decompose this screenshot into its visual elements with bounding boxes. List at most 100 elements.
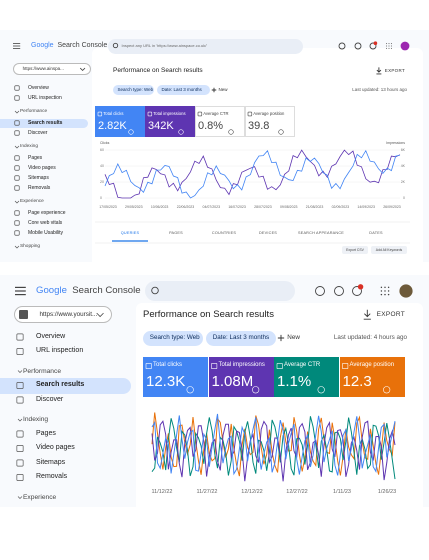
section-title[interactable]: Performance — [23, 367, 62, 375]
card-label[interactable]: Total impressions — [153, 111, 186, 117]
metric-card[interactable] — [274, 357, 339, 397]
card-help — [252, 386, 260, 394]
section-title[interactable]: Indexing — [23, 416, 49, 423]
nav-item[interactable]: Page experience — [28, 210, 66, 216]
property-url[interactable]: https://www.yoursit... — [39, 310, 98, 318]
nav-item[interactable]: Removals — [28, 185, 51, 191]
nav-icon — [14, 175, 20, 181]
header-icon — [369, 42, 377, 50]
card-value: 1.1% — [277, 373, 312, 390]
button-label[interactable]: Add All Keywords — [375, 247, 403, 252]
tab[interactable]: SEARCH APPEARANCE — [297, 230, 345, 235]
nav-item[interactable]: Pages — [36, 429, 56, 437]
section-title[interactable]: Experience — [23, 493, 57, 501]
button-label[interactable]: Export CSV — [346, 247, 364, 252]
table-button[interactable] — [342, 246, 368, 254]
section-title[interactable]: Performance — [20, 109, 48, 115]
filter-chip[interactable] — [143, 330, 203, 346]
filter-chip[interactable] — [157, 85, 210, 95]
metric-card[interactable] — [143, 357, 208, 397]
tab[interactable]: DEVICES — [258, 230, 278, 235]
card-help — [128, 129, 134, 135]
nav-item[interactable]: Discover — [36, 395, 64, 403]
dropdown-arrow — [79, 67, 86, 72]
filter-chip[interactable] — [113, 85, 154, 95]
metric-card[interactable] — [95, 106, 145, 137]
nav-item[interactable]: Search results — [36, 381, 85, 389]
metric-card[interactable] — [339, 357, 405, 397]
dropdown-arrow — [96, 312, 104, 318]
section-title[interactable]: Experience — [20, 199, 44, 205]
nav-item[interactable]: Removals — [36, 473, 68, 481]
nav-item[interactable]: URL inspection — [28, 95, 62, 101]
product-name: Search Console — [72, 285, 141, 297]
export-button[interactable]: EXPORT — [384, 68, 405, 74]
avatar — [400, 41, 410, 51]
nav-item[interactable]: Sitemaps — [36, 458, 66, 466]
property-selector[interactable] — [13, 63, 91, 75]
new-filter[interactable]: New — [218, 87, 228, 93]
card-checkbox — [97, 111, 103, 117]
card-label[interactable]: Average CTR — [284, 362, 321, 369]
apps-icon — [387, 293, 390, 296]
nav-item[interactable]: Mobile Usability — [28, 230, 64, 236]
tab[interactable]: QUERIES — [120, 230, 140, 235]
nav-item[interactable]: URL inspection — [36, 347, 84, 355]
nav-icon — [16, 348, 24, 356]
card-label[interactable]: Total clicks — [103, 111, 124, 117]
nav-icon — [14, 210, 20, 216]
card-label[interactable]: Total impressions — [218, 362, 265, 369]
nav-item[interactable]: Sitemaps — [28, 175, 49, 181]
filter-label[interactable]: Search type: Web — [117, 87, 154, 93]
section-title[interactable]: Shopping — [20, 244, 41, 250]
nav-item[interactable]: Pages — [28, 155, 43, 161]
export-button[interactable]: EXPORT — [376, 311, 405, 319]
nav-item[interactable]: Core web vitals — [28, 220, 63, 226]
nav-item[interactable]: Overview — [28, 85, 49, 91]
apps-icon — [387, 290, 390, 292]
apps-icon — [390, 45, 392, 47]
tab[interactable]: DATES — [369, 230, 383, 235]
property-url[interactable]: https://www.ainspa... — [22, 66, 64, 72]
card-label[interactable]: Average position — [349, 362, 395, 369]
axis-title: Impressions — [386, 140, 405, 145]
apps-icon — [384, 293, 386, 296]
property-selector[interactable] — [14, 306, 112, 323]
metric-card[interactable] — [208, 357, 274, 397]
y-tick-label: 0 — [100, 195, 102, 200]
nav-item[interactable]: Video pages — [36, 444, 75, 452]
apps-icon — [386, 47, 388, 49]
card-checkbox — [211, 362, 218, 369]
filter-label[interactable]: Date: Last 3 months — [212, 334, 270, 342]
section-title[interactable]: Indexing — [20, 144, 38, 150]
filter-label[interactable]: Search type: Web — [149, 334, 200, 342]
card-label[interactable]: Total clicks — [153, 362, 183, 369]
nav-item[interactable]: Video pages — [28, 165, 56, 171]
nav-item[interactable]: Search results — [28, 120, 63, 126]
last-updated: Last updated: 4 hours ago — [333, 334, 407, 342]
table-button[interactable] — [371, 246, 407, 254]
card-label[interactable]: Average CTR — [203, 111, 229, 117]
metric-card[interactable] — [245, 106, 295, 137]
y2-tick-label: 4K — [400, 163, 405, 168]
nav-item[interactable]: Discover — [28, 130, 48, 136]
filter-label[interactable]: Date: Last 3 months — [161, 87, 202, 93]
tab[interactable]: COUNTRIES — [211, 230, 237, 235]
tab[interactable]: PAGES — [169, 230, 183, 235]
metric-card[interactable] — [195, 106, 245, 137]
card-label[interactable]: Average position — [253, 111, 285, 117]
search-placeholder[interactable]: Inspect any URL in 'https://www.ainspace… — [121, 42, 208, 48]
nav-icon — [14, 155, 20, 161]
metric-card[interactable] — [145, 106, 195, 137]
card-help — [178, 129, 184, 135]
card-help — [383, 386, 391, 394]
x-tick-label: 26/09/2023 — [383, 204, 401, 209]
card-checkbox — [197, 111, 203, 117]
search-box[interactable] — [145, 281, 295, 301]
filter-chip[interactable] — [206, 330, 276, 346]
search-box[interactable] — [108, 39, 303, 54]
notification-badge — [373, 41, 378, 45]
nav-item[interactable]: Overview — [36, 332, 66, 340]
new-filter[interactable]: New — [287, 334, 300, 342]
